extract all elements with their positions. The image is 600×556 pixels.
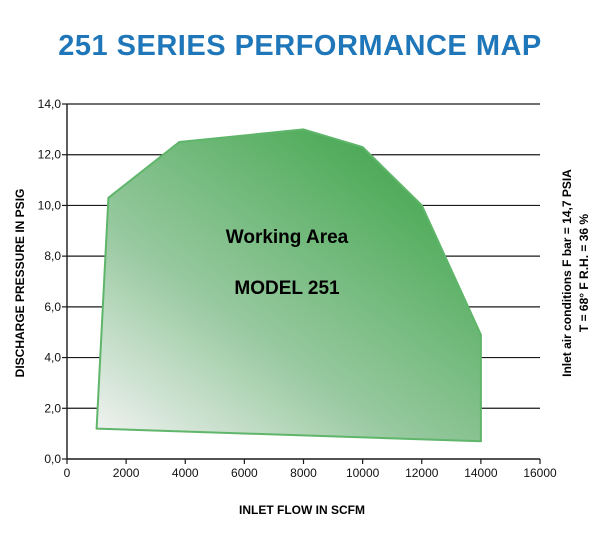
data-point-0-4: [420, 204, 423, 207]
data-point-0-1: [178, 141, 181, 143]
data-point-0-5: [480, 333, 482, 336]
x-tick-label-6: 12000: [405, 466, 439, 480]
x-tick-label-2: 4000: [172, 466, 199, 480]
x-tick-label-0: 0: [64, 466, 71, 480]
y-tick-label-3: 6,0: [44, 300, 61, 314]
annotation-model: MODEL 251: [234, 278, 340, 299]
y-tick-label-1: 2,0: [44, 401, 61, 415]
data-point-0-2: [302, 128, 305, 131]
side-note-inlet-conditions: Inlet air conditions F bar = 14,7 PSIA: [560, 169, 574, 377]
x-tick-label-1: 2000: [113, 466, 140, 480]
side-note-temperature: T = 68° F R.H. = 36 %: [577, 214, 591, 333]
data-point-0-7: [95, 427, 98, 430]
data-point-0-0: [107, 197, 110, 199]
x-axis-label: INLET FLOW IN SCFM: [239, 503, 365, 517]
x-tick-label-7: 14000: [464, 466, 498, 480]
y-tick-label-7: 14,0: [38, 97, 62, 111]
y-tick-label-4: 8,0: [44, 249, 61, 263]
x-tick-label-3: 6000: [231, 466, 258, 480]
tick-labels: 0,0 2,0 4,0 6,0 8,0 10,0 12,0 14,0 0 2000 4000 6000…: [38, 97, 557, 480]
y-axis-label: DISCHARGE PRESSURE IN PSIG: [13, 189, 27, 378]
working-area-region: [95, 128, 482, 443]
annotation-working-area: Working Area: [226, 227, 349, 248]
x-tick-label-8: 16000: [523, 466, 557, 480]
axes: [62, 103, 541, 464]
x-tick-label-5: 10000: [346, 466, 380, 480]
y-tick-label-0: 0,0: [44, 452, 61, 466]
y-tick-label-6: 12,0: [38, 148, 62, 162]
data-point-0-6: [480, 440, 482, 443]
chart-title: 251 SERIES PERFORMANCE MAP: [58, 30, 542, 62]
data-point-0-3: [361, 146, 364, 148]
y-tick-label-5: 10,0: [38, 198, 62, 212]
y-tick-label-2: 4,0: [44, 351, 61, 365]
x-tick-label-4: 8000: [290, 466, 317, 480]
